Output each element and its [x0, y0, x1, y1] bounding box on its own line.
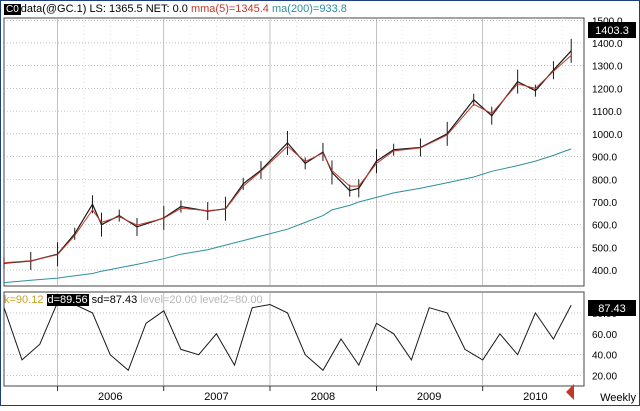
price-y-tick: 500.0	[592, 243, 617, 254]
mma-series-line	[3, 55, 572, 264]
oscillator-panel	[3, 301, 572, 372]
sd-label: sd=87.43	[91, 294, 138, 306]
x-tick-label: 2008	[311, 391, 335, 403]
price-y-tick: 1000.0	[592, 130, 623, 141]
c0-icon[interactable]: C0	[4, 4, 21, 15]
ma200-series-line	[3, 148, 572, 284]
osc-sd-line	[3, 301, 572, 372]
price-last-badge-bg	[588, 22, 636, 38]
price-y-tick: 700.0	[592, 198, 617, 209]
price-y-tick: 1200.0	[592, 84, 623, 95]
price-y-tick: 900.0	[592, 153, 617, 164]
x-tick-label: 2010	[523, 391, 547, 403]
osc-last-badge: 87.43	[598, 303, 626, 315]
oscillator-legend: k=90.12 d=89.56 sd=87.43 level=20.00 lev…	[4, 294, 263, 306]
x-tick-label: 2009	[417, 391, 441, 403]
k-label: k=90.12	[4, 294, 44, 306]
period-label[interactable]: Weekly	[600, 392, 636, 404]
price-legend: C0 data(@GC.1) LS: 1365.5 NET: 0.0 mma(5)…	[4, 3, 347, 15]
price-last-badge: 1403.3	[595, 25, 629, 37]
price-series-line	[3, 50, 572, 264]
net-label: NET: 0.0	[145, 3, 188, 15]
osc-y-tick: 60.00	[592, 330, 617, 341]
price-y-tick: 1500.0	[592, 16, 623, 27]
price-y-tick: 1300.0	[592, 62, 623, 73]
ma-label: ma(200)=933.8	[272, 3, 347, 15]
x-tick-label: 2007	[204, 391, 228, 403]
level2-label: level2=80.00	[199, 294, 263, 306]
level1-label: level=20.00	[140, 294, 197, 306]
price-plot-frame	[3, 17, 585, 287]
symbol-label: data(@GC.1)	[20, 3, 87, 15]
price-y-tick: 400.0	[592, 266, 617, 277]
mma-label: mma(5)=1345.4	[190, 3, 269, 15]
oscillator-plot-frame	[3, 291, 585, 387]
price-y-tick: 800.0	[592, 175, 617, 186]
osc-y-tick: 40.00	[592, 351, 617, 362]
ls-label: LS: 1365.5	[89, 3, 143, 15]
osc-last-badge-bg	[588, 300, 636, 316]
d-label: d=89.56	[46, 294, 89, 306]
scroll-right-icon[interactable]	[566, 384, 574, 400]
price-panel	[3, 38, 572, 284]
x-tick-label: 2006	[98, 391, 122, 403]
osc-y-tick: 20.00	[592, 372, 617, 383]
price-y-tick: 1400.0	[592, 39, 623, 50]
price-y-tick: 600.0	[592, 221, 617, 232]
x-axis-labels: 2006 2007 2008 2009 2010	[98, 391, 548, 403]
price-y-tick: 1100.0	[592, 107, 622, 118]
